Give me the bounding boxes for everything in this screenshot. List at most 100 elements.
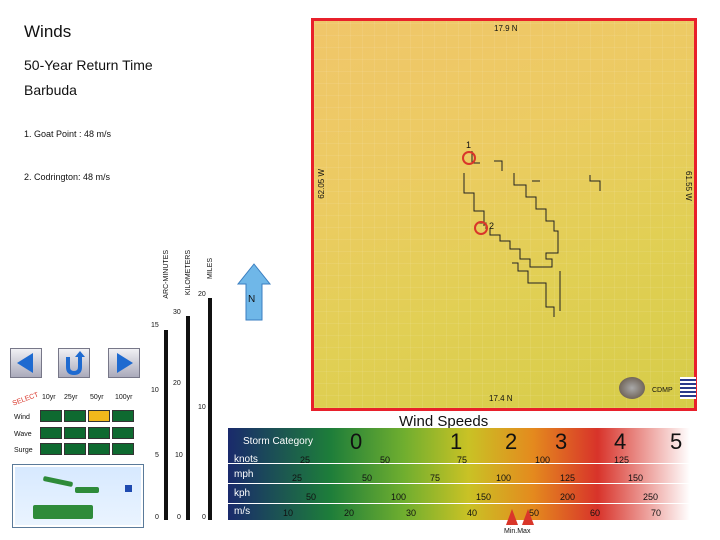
page-title: Winds bbox=[24, 22, 72, 41]
knots-tick: 50 bbox=[380, 455, 391, 465]
point-2-number: 2 bbox=[489, 221, 495, 231]
kph-tick: 50 bbox=[306, 492, 317, 502]
point-2-marker[interactable] bbox=[474, 221, 488, 235]
next-button[interactable] bbox=[108, 348, 140, 378]
category-1: 1 bbox=[450, 429, 463, 454]
storm-category-label: Storm Category bbox=[243, 436, 314, 447]
location-marker-icon bbox=[125, 485, 132, 492]
miles-scale bbox=[208, 298, 212, 520]
mph-tick: 150 bbox=[628, 473, 644, 483]
selection-table: SELECT 10yr 25yr 50yr 100yr Wind Wave Su… bbox=[11, 391, 144, 456]
bottom-latitude: 17.4 N bbox=[489, 394, 513, 403]
mph-tick: 100 bbox=[496, 473, 512, 483]
mph-tick: 75 bbox=[430, 473, 441, 483]
arc-tick: 15 bbox=[151, 322, 159, 329]
right-longitude: 61.55 W bbox=[684, 171, 693, 201]
north-arrow-icon bbox=[236, 263, 272, 321]
kph-tick: 200 bbox=[560, 492, 576, 502]
km-tick: 30 bbox=[173, 309, 181, 316]
wind-speed-scale bbox=[228, 428, 690, 520]
point-1-marker[interactable] bbox=[462, 151, 476, 165]
ms-tick: 50 bbox=[529, 508, 540, 518]
mph-tick: 50 bbox=[362, 473, 373, 483]
kilometers-scale bbox=[186, 316, 190, 520]
kph-tick: 100 bbox=[391, 492, 407, 502]
knots-tick: 100 bbox=[535, 455, 551, 465]
col-50yr[interactable]: 50yr bbox=[90, 394, 104, 401]
km-tick: 20 bbox=[173, 380, 181, 387]
col-25yr[interactable]: 25yr bbox=[64, 394, 78, 401]
ms-tick: 10 bbox=[283, 508, 294, 518]
select-cell[interactable] bbox=[112, 443, 134, 455]
row-wind[interactable]: Wind bbox=[14, 414, 30, 421]
mph-tick: 25 bbox=[292, 473, 303, 483]
island-outline bbox=[463, 151, 601, 317]
mi-tick: 0 bbox=[202, 514, 206, 521]
select-cell[interactable] bbox=[64, 427, 86, 439]
knots-tick: 125 bbox=[614, 455, 630, 465]
min-marker-icon bbox=[506, 509, 518, 525]
select-cell[interactable] bbox=[64, 410, 86, 422]
kilometers-label: KILOMETERS bbox=[185, 250, 192, 296]
row-wave[interactable]: Wave bbox=[14, 431, 32, 438]
km-tick: 0 bbox=[177, 514, 181, 521]
col-100yr[interactable]: 100yr bbox=[115, 394, 133, 401]
category-3: 3 bbox=[555, 429, 568, 454]
category-4: 4 bbox=[614, 429, 627, 454]
unit-knots: knots bbox=[234, 454, 258, 465]
select-cell[interactable] bbox=[88, 427, 110, 439]
scale-divider bbox=[228, 503, 690, 504]
kph-tick: 150 bbox=[476, 492, 492, 502]
scale-divider bbox=[228, 463, 690, 464]
select-word: SELECT bbox=[11, 391, 40, 408]
return-period-label: 50-Year Return Time bbox=[24, 57, 153, 73]
knots-tick: 75 bbox=[457, 455, 468, 465]
kph-tick: 250 bbox=[643, 492, 659, 502]
previous-button[interactable] bbox=[10, 348, 42, 378]
row-surge[interactable]: Surge bbox=[14, 447, 33, 454]
select-cell[interactable] bbox=[112, 410, 134, 422]
select-cell[interactable] bbox=[64, 443, 86, 455]
select-cell[interactable] bbox=[88, 443, 110, 455]
return-button[interactable] bbox=[58, 348, 90, 378]
arc-tick: 5 bbox=[155, 452, 159, 459]
point-2-label[interactable]: 2. Codrington: 48 m/s bbox=[24, 172, 111, 182]
island-name: Barbuda bbox=[24, 82, 77, 98]
category-0: 0 bbox=[350, 429, 363, 454]
mi-tick: 10 bbox=[198, 404, 206, 411]
select-cell[interactable] bbox=[40, 410, 62, 422]
ms-tick: 20 bbox=[344, 508, 355, 518]
arrow-left-icon bbox=[17, 353, 33, 373]
scale-divider bbox=[228, 483, 690, 484]
arc-tick: 0 bbox=[155, 514, 159, 521]
arrow-right-icon bbox=[117, 353, 133, 373]
ms-tick: 70 bbox=[651, 508, 662, 518]
km-tick: 10 bbox=[175, 452, 183, 459]
arc-minutes-scale bbox=[164, 330, 168, 520]
select-cell[interactable] bbox=[112, 427, 134, 439]
point-1-label[interactable]: 1. Goat Point : 48 m/s bbox=[24, 129, 112, 139]
mph-tick: 125 bbox=[560, 473, 576, 483]
category-2: 2 bbox=[505, 429, 518, 454]
caribbean-inset-map[interactable] bbox=[12, 464, 144, 528]
unit-mph: mph bbox=[234, 469, 254, 480]
select-cell[interactable] bbox=[40, 427, 62, 439]
unit-kph: kph bbox=[234, 488, 251, 499]
agency-flag-icon bbox=[680, 377, 696, 399]
left-longitude: 62.05 W bbox=[317, 169, 326, 199]
col-10yr[interactable]: 10yr bbox=[42, 394, 56, 401]
organization-seal-icon bbox=[619, 377, 645, 399]
ms-tick: 40 bbox=[467, 508, 478, 518]
select-cell[interactable] bbox=[40, 443, 62, 455]
legend-title: Wind Speeds bbox=[399, 413, 489, 430]
arc-minutes-label: ARC-MINUTES bbox=[163, 250, 170, 299]
miles-label: MILES bbox=[207, 258, 214, 280]
unit-ms: m/s bbox=[234, 506, 251, 517]
select-cell[interactable] bbox=[88, 410, 110, 422]
max-marker-icon bbox=[522, 509, 534, 525]
map-raster bbox=[314, 21, 694, 408]
top-latitude: 17.9 N bbox=[494, 24, 518, 33]
u-turn-icon bbox=[66, 351, 85, 376]
arc-tick: 10 bbox=[151, 387, 159, 394]
map-frame[interactable]: 1 2 17.9 N 17.4 N 62.05 W 61.55 W CDMP bbox=[311, 18, 697, 411]
